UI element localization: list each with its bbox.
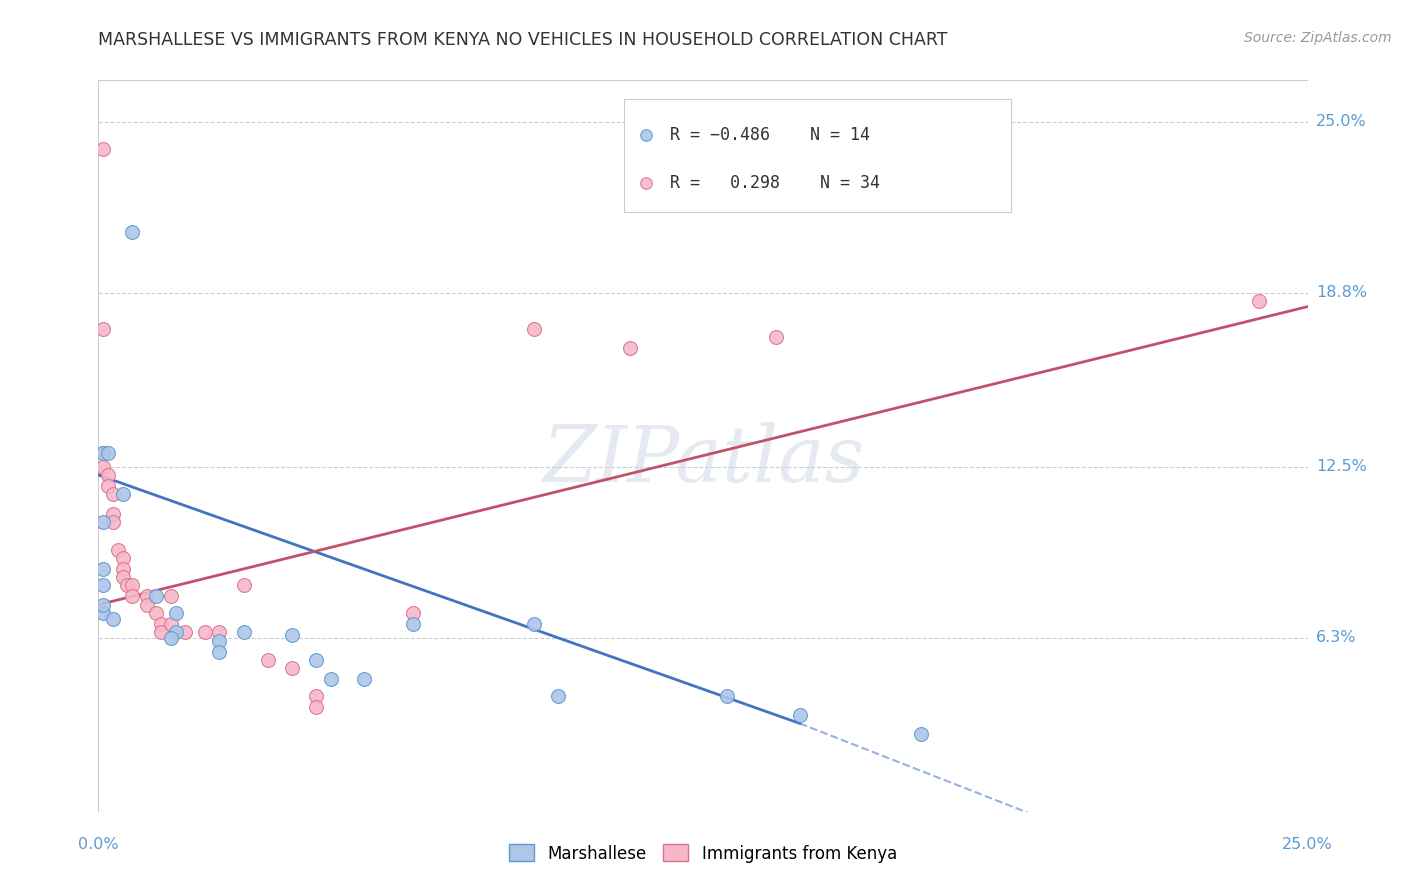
Point xyxy=(101,611,124,625)
Point xyxy=(194,625,217,640)
Point xyxy=(91,515,114,529)
Point xyxy=(232,578,254,592)
Point xyxy=(165,606,187,620)
Point xyxy=(107,542,129,557)
Point xyxy=(256,653,278,667)
Point xyxy=(101,487,124,501)
Point xyxy=(91,598,114,612)
Point xyxy=(281,628,304,642)
Text: R = −0.486    N = 14: R = −0.486 N = 14 xyxy=(671,126,870,145)
Text: 25.0%: 25.0% xyxy=(1316,114,1367,129)
Point xyxy=(91,459,114,474)
Point xyxy=(619,341,641,355)
Point xyxy=(91,446,114,460)
Text: 18.8%: 18.8% xyxy=(1316,285,1367,301)
Point xyxy=(160,590,183,604)
Point xyxy=(402,606,425,620)
Point xyxy=(111,570,134,584)
Point xyxy=(208,633,231,648)
Point xyxy=(150,625,173,640)
Legend: Marshallese, Immigrants from Kenya: Marshallese, Immigrants from Kenya xyxy=(502,838,904,869)
Point xyxy=(91,606,114,620)
FancyBboxPatch shape xyxy=(624,99,1011,212)
Point xyxy=(160,617,183,632)
Point xyxy=(305,689,328,703)
Point xyxy=(910,727,932,741)
Point xyxy=(91,142,114,156)
Point xyxy=(716,689,738,703)
Point xyxy=(547,689,569,703)
Point xyxy=(101,515,124,529)
Text: MARSHALLESE VS IMMIGRANTS FROM KENYA NO VEHICLES IN HOUSEHOLD CORRELATION CHART: MARSHALLESE VS IMMIGRANTS FROM KENYA NO … xyxy=(98,31,948,49)
Text: ZIPatlas: ZIPatlas xyxy=(541,423,865,499)
Point xyxy=(135,598,157,612)
Point xyxy=(121,578,143,592)
Point xyxy=(111,550,134,565)
Point xyxy=(765,330,787,344)
Point xyxy=(165,625,187,640)
Point xyxy=(145,606,167,620)
Point xyxy=(523,617,546,632)
Point xyxy=(402,617,425,632)
Point xyxy=(160,631,183,645)
Point xyxy=(121,590,143,604)
Point xyxy=(91,562,114,576)
Point xyxy=(97,479,120,493)
Point xyxy=(1249,294,1271,309)
Point xyxy=(97,446,120,460)
Point xyxy=(91,446,114,460)
Point xyxy=(232,625,254,640)
Text: Source: ZipAtlas.com: Source: ZipAtlas.com xyxy=(1244,31,1392,45)
Text: 25.0%: 25.0% xyxy=(1282,837,1333,852)
Point xyxy=(117,578,139,592)
Point xyxy=(145,590,167,604)
Point xyxy=(208,625,231,640)
Point xyxy=(91,578,114,592)
Point xyxy=(523,321,546,335)
Point xyxy=(121,225,143,239)
Point xyxy=(208,645,231,659)
Point xyxy=(111,562,134,576)
Point xyxy=(91,321,114,335)
Point xyxy=(174,625,197,640)
Point xyxy=(789,708,811,723)
Point xyxy=(150,617,173,632)
Point xyxy=(135,590,157,604)
Point xyxy=(305,653,328,667)
Point xyxy=(353,672,375,686)
Point xyxy=(319,672,342,686)
Point xyxy=(101,507,124,521)
Text: R =   0.298    N = 34: R = 0.298 N = 34 xyxy=(671,174,880,192)
Text: 0.0%: 0.0% xyxy=(79,837,118,852)
Point xyxy=(305,699,328,714)
Text: 6.3%: 6.3% xyxy=(1316,631,1357,645)
Point xyxy=(111,487,134,501)
Point xyxy=(281,661,304,675)
Point xyxy=(97,467,120,482)
Text: 12.5%: 12.5% xyxy=(1316,459,1367,475)
